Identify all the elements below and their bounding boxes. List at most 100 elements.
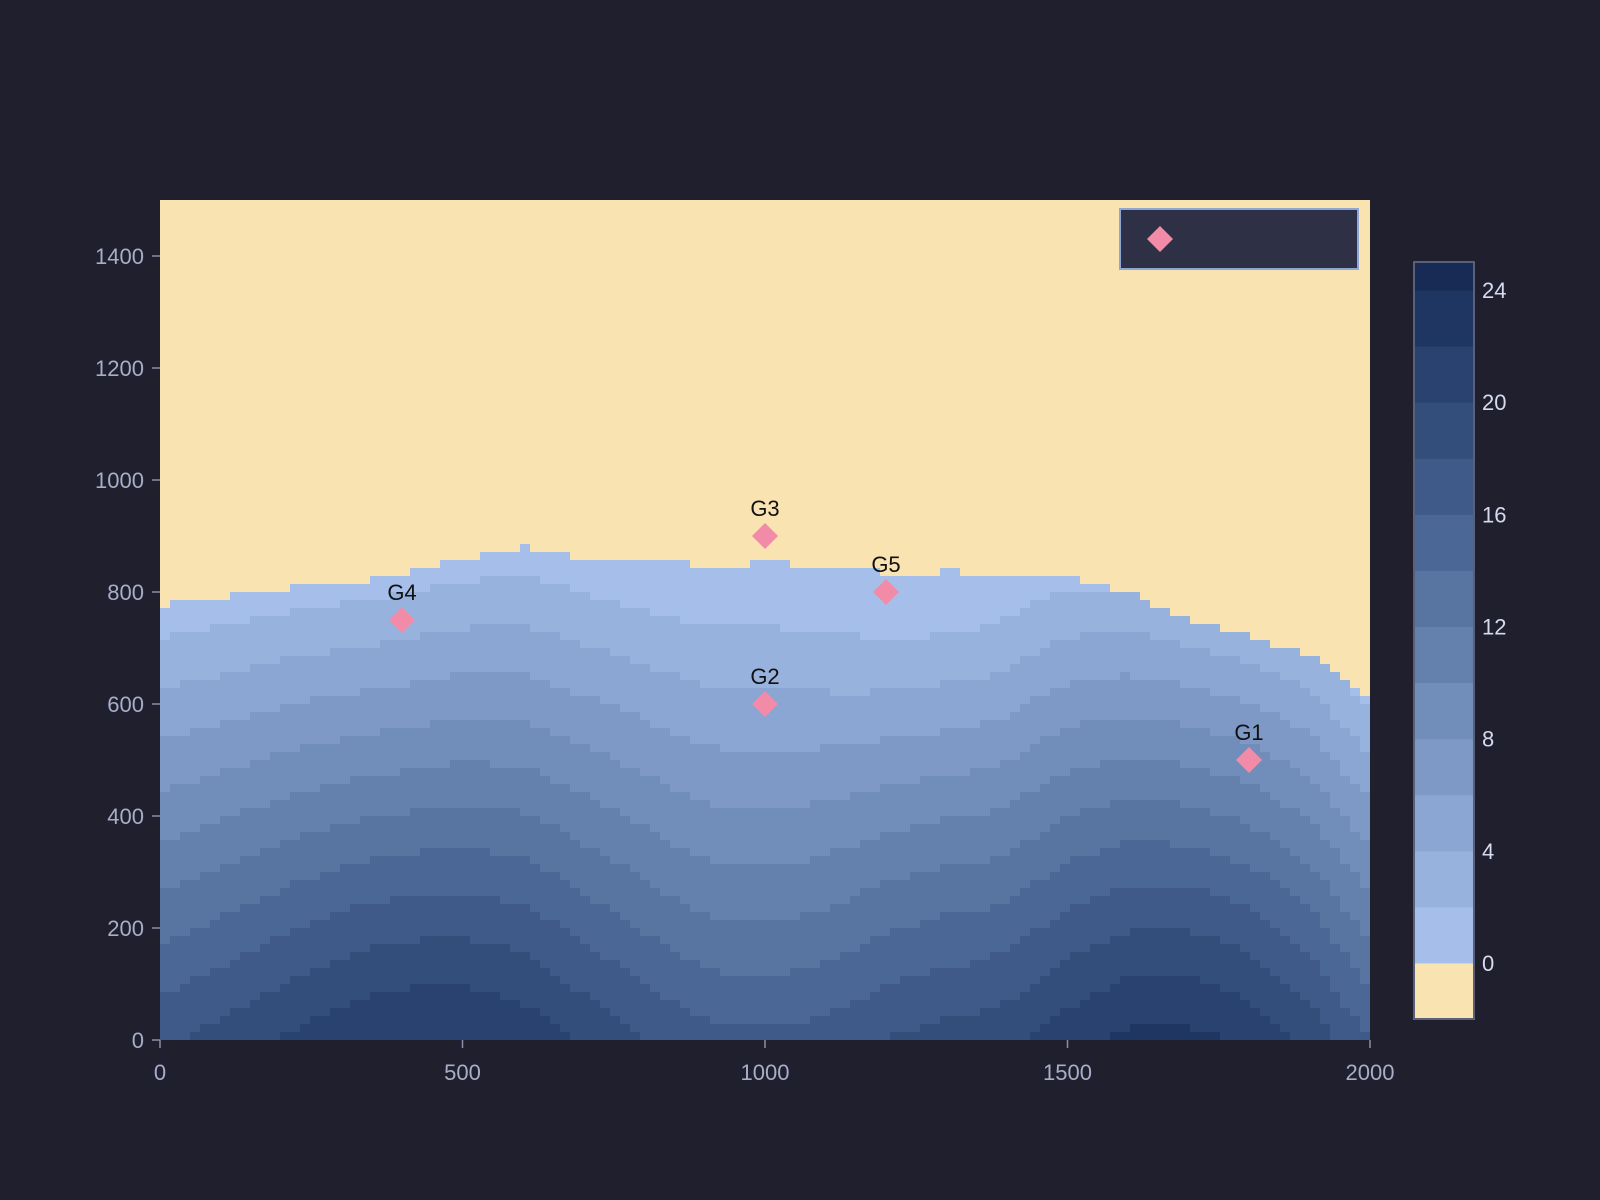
depth-band-cell: [490, 848, 600, 857]
depth-band-cell: [920, 776, 1050, 785]
depth-band-cell: [1290, 720, 1340, 729]
depth-band-cell: [270, 752, 610, 761]
depth-band-cell: [1270, 872, 1320, 881]
depth-band-cell: [640, 928, 890, 937]
depth-band-cell: [440, 560, 690, 569]
depth-band-cell: [1310, 728, 1350, 737]
depth-band-cell: [650, 664, 1010, 673]
depth-band-cell: [1070, 768, 1210, 777]
depth-band-cell: [240, 952, 350, 961]
depth-band-cell: [1050, 640, 1180, 649]
depth-band-cell: [160, 864, 220, 873]
depth-band-cell: [850, 896, 1010, 905]
colorbar-band: [1414, 794, 1474, 852]
depth-band-cell: [1260, 784, 1320, 793]
depth-band-cell: [360, 816, 540, 825]
depth-band-cell: [210, 920, 310, 929]
depth-band-cell: [1280, 800, 1330, 809]
depth-band-cell: [1330, 752, 1370, 761]
x-tick-label: 1500: [1043, 1060, 1092, 1085]
depth-band-cell: [600, 1000, 680, 1009]
depth-band-cell: [690, 736, 880, 745]
depth-band-cell: [1220, 984, 1290, 993]
depth-band-cell: [820, 960, 970, 969]
depth-band-cell: [470, 984, 570, 993]
gauge-marker-g4: [389, 607, 415, 633]
depth-band-cell: [1210, 808, 1300, 817]
depth-band-cell: [1150, 632, 1250, 641]
depth-band-cell: [1090, 944, 1240, 953]
depth-band-cell: [1340, 720, 1370, 729]
depth-band-cell: [340, 864, 540, 873]
depth-band-cell: [160, 808, 240, 817]
depth-band-cell: [340, 600, 620, 609]
depth-band-cell: [160, 928, 190, 937]
depth-band-cell: [1350, 960, 1370, 969]
depth-band-cell: [1260, 744, 1320, 753]
depth-band-cell: [160, 968, 210, 977]
depth-band-cell: [560, 1024, 630, 1033]
depth-band-cell: [160, 840, 280, 849]
depth-band-cell: [940, 912, 1060, 921]
depth-band-cell: [1330, 928, 1360, 937]
depth-band-cell: [320, 872, 560, 881]
depth-band-cell: [1360, 696, 1370, 705]
depth-band-cell: [190, 928, 290, 937]
depth-band-cell: [970, 960, 1060, 969]
depth-band-cell: [940, 864, 1060, 873]
depth-band-cell: [930, 632, 1080, 641]
depth-band-cell: [1330, 792, 1370, 801]
depth-band-cell: [1020, 992, 1090, 1001]
depth-band-cell: [920, 920, 1050, 929]
depth-band-cell: [1020, 792, 1270, 801]
depth-band-cell: [410, 984, 470, 993]
depth-band-cell: [810, 1016, 940, 1025]
depth-band-cell: [450, 672, 530, 681]
gauge-marker-g5: [873, 579, 899, 605]
depth-band-cell: [550, 680, 700, 689]
depth-band-cell: [680, 616, 1000, 625]
depth-band-cell: [880, 880, 1030, 889]
depth-band-cell: [1080, 1000, 1250, 1009]
depth-band-cell: [710, 912, 800, 921]
depth-band-cell: [590, 744, 720, 753]
depth-band-cell: [1220, 936, 1290, 945]
depth-band-cell: [1130, 672, 1280, 681]
depth-band-cell: [200, 824, 330, 833]
depth-band-cell: [1360, 1024, 1370, 1033]
depth-band-cell: [1330, 840, 1370, 849]
depth-band-cell: [700, 960, 820, 969]
depth-band-cell: [610, 752, 1020, 761]
depth-band-cell: [540, 768, 640, 777]
depth-band-cell: [1340, 768, 1370, 777]
depth-band-cell: [1360, 920, 1370, 929]
depth-band-cell: [1350, 912, 1370, 921]
gauge-label-g1: G1: [1234, 720, 1263, 745]
depth-band-cell: [470, 624, 530, 633]
depth-band-cell: [790, 968, 930, 977]
depth-band-cell: [1010, 848, 1100, 857]
depth-band-cell: [1350, 776, 1370, 785]
depth-band-cell: [160, 856, 240, 865]
depth-band-cell: [170, 632, 420, 641]
depth-band-cell: [580, 936, 660, 945]
depth-band-cell: [1030, 744, 1260, 753]
depth-band-cell: [1020, 840, 1120, 849]
depth-band-cell: [850, 792, 1020, 801]
depth-band-cell: [750, 560, 790, 569]
depth-band-cell: [1030, 880, 1280, 889]
depth-band-cell: [550, 776, 660, 785]
depth-band-cell: [160, 1016, 220, 1025]
depth-band-cell: [1320, 696, 1360, 705]
depth-band-cell: [1070, 680, 1180, 689]
depth-band-cell: [570, 928, 640, 937]
depth-band-cell: [540, 1008, 610, 1017]
depth-band-cell: [580, 840, 670, 849]
depth-band-cell: [1310, 776, 1350, 785]
depth-band-cell: [1250, 864, 1310, 873]
depth-band-cell: [1310, 688, 1350, 697]
colorbar-band: [1414, 626, 1474, 684]
depth-band-cell: [250, 616, 680, 625]
depth-band-cell: [160, 1032, 190, 1040]
depth-band-cell: [410, 568, 880, 577]
